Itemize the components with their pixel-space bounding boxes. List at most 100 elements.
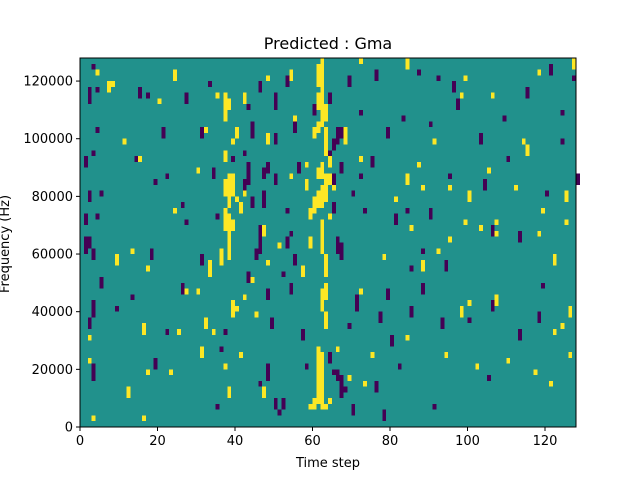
- y-tick-label-20000: 20000: [32, 363, 73, 378]
- high-cell-44: [114, 254, 119, 266]
- low-cell-125: [417, 69, 421, 76]
- low-cell-31: [440, 317, 445, 329]
- low-cell-40: [386, 288, 390, 301]
- high-cell-86: [304, 161, 309, 168]
- x-axis-label: Time step: [295, 456, 360, 471]
- plot-area-frame: [79, 57, 577, 428]
- y-axis: 0 20000 40000 60000 80000 100000 120000: [23, 75, 80, 436]
- high-cell-80: [541, 207, 545, 214]
- low-cell-63: [362, 207, 367, 214]
- low-cell-12: [153, 357, 158, 370]
- high-cell-90: [405, 173, 410, 185]
- low-cell-99: [293, 121, 297, 133]
- low-cell-95: [161, 127, 166, 139]
- high-cell-85: [231, 138, 235, 145]
- high-cell-102: [107, 81, 111, 93]
- x-tick-label-120: 120: [533, 434, 558, 449]
- low-cell-135: [409, 265, 414, 272]
- low-cell-128: [572, 75, 576, 82]
- low-cell-37: [266, 288, 270, 301]
- x-axis: 0 20 40 60 80 100 120: [76, 427, 558, 449]
- low-cell-26: [269, 317, 274, 329]
- low-cell-72: [246, 173, 251, 185]
- low-cell-54: [339, 242, 344, 260]
- high-cell-89: [359, 156, 363, 162]
- high-cell-48: [266, 259, 270, 266]
- low-cell-28: [347, 323, 352, 329]
- low-cell-29: [378, 311, 383, 324]
- high-cell-109: [320, 81, 325, 110]
- low-cell-57: [83, 213, 88, 226]
- low-cell-18: [339, 375, 344, 387]
- high-cell-58: [308, 236, 313, 249]
- low-cell-25: [223, 328, 228, 335]
- low-cell-118: [91, 63, 96, 70]
- low-cell-45: [87, 236, 92, 249]
- high-cell-57: [262, 225, 266, 237]
- high-cell-121: [463, 75, 468, 82]
- high-cell-71: [463, 219, 468, 226]
- high-cell-79: [494, 219, 499, 226]
- high-cell-40: [359, 288, 363, 295]
- high-cell-38: [320, 288, 325, 312]
- high-cell-64: [223, 179, 228, 197]
- low-cell-4: [339, 386, 344, 399]
- low-cell-138: [541, 282, 545, 289]
- low-cell-81: [83, 156, 88, 168]
- low-cell-93: [483, 179, 487, 191]
- high-cell-107: [242, 92, 247, 105]
- high-cell-23: [533, 369, 538, 376]
- low-cell-32: [517, 328, 522, 341]
- high-cell-82: [138, 156, 142, 162]
- high-cell-36: [235, 305, 239, 312]
- low-cell-113: [359, 109, 363, 116]
- low-cell-86: [262, 167, 266, 180]
- high-cell-119: [359, 58, 363, 64]
- low-cell-103: [428, 121, 433, 128]
- high-cell-9: [324, 403, 328, 410]
- high-cell-62: [564, 219, 569, 226]
- high-cell-6: [312, 398, 317, 410]
- high-cell-91: [521, 138, 526, 145]
- low-cell-48: [200, 254, 204, 266]
- high-cell-60: [448, 236, 452, 243]
- low-cell-123: [347, 75, 352, 87]
- high-cell-129: [277, 242, 282, 249]
- chart-title: Predicted : Gma: [264, 34, 392, 53]
- high-cell-56: [231, 219, 235, 231]
- high-cell-20: [335, 346, 340, 353]
- high-cell-74: [324, 179, 328, 203]
- low-cell-70: [153, 179, 158, 185]
- high-cell-59: [320, 219, 325, 255]
- high-cell-13: [145, 369, 150, 376]
- low-cell-71: [211, 173, 216, 180]
- high-cell-72: [479, 225, 483, 231]
- high-cell-18: [316, 346, 321, 370]
- low-cell-13: [266, 363, 270, 381]
- low-cell-104: [479, 132, 483, 145]
- high-cell-78: [467, 190, 472, 203]
- low-cell-59: [184, 219, 189, 226]
- high-cell-120: [405, 58, 410, 70]
- high-cell-76: [421, 184, 425, 191]
- high-cell-46: [219, 248, 224, 266]
- high-cell-142: [432, 138, 437, 145]
- x-tick-label-20: 20: [149, 434, 166, 449]
- low-cell-76: [285, 207, 290, 214]
- high-cell-33: [560, 323, 565, 329]
- high-cell-83: [196, 167, 201, 174]
- low-cell-36: [246, 271, 251, 283]
- high-cell-116: [289, 69, 294, 82]
- high-cell-55: [227, 213, 232, 237]
- low-cell-144: [246, 161, 251, 174]
- low-cell-27: [300, 328, 305, 341]
- low-cell-98: [273, 132, 278, 145]
- x-tick-label-0: 0: [76, 434, 84, 449]
- high-cell-137: [552, 254, 557, 266]
- low-cell-17: [328, 352, 332, 364]
- high-cell-41: [467, 300, 472, 306]
- low-cell-88: [297, 161, 301, 174]
- low-cell-102: [386, 127, 390, 139]
- low-cell-0: [215, 403, 220, 410]
- high-cell-37: [242, 294, 247, 301]
